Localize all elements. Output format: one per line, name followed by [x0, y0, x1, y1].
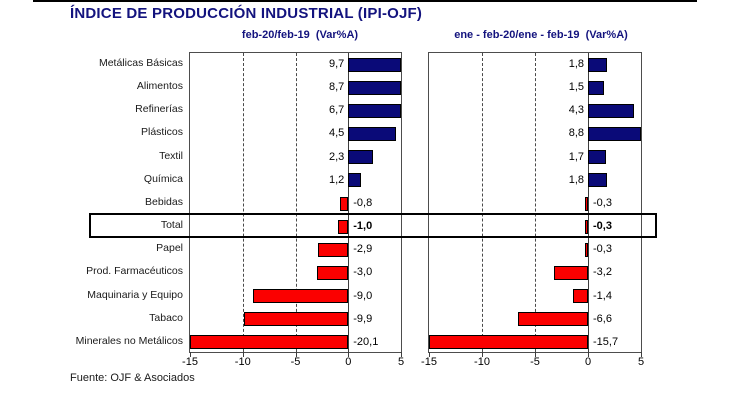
value-label-plasticos: 4,5: [328, 127, 345, 140]
bar-minerales-no-metalicos: [429, 335, 588, 350]
bar-bebidas: [584, 196, 588, 211]
category-label-plasticos: Plásticos: [140, 126, 183, 139]
x-tick-label-right--15: -15: [421, 356, 437, 368]
bar-bebidas: [339, 196, 349, 211]
value-label-papel: -0,3: [593, 243, 612, 256]
category-label-total: Total: [160, 219, 183, 232]
bar-papel: [584, 242, 588, 257]
x-tick-mark-right--10: [482, 352, 483, 357]
bar-alimentos: [348, 80, 401, 95]
value-label-tabaco: -9,9: [353, 312, 373, 325]
value-label-bebidas: -0,3: [593, 196, 612, 209]
value-label-plasticos: 8,8: [568, 127, 584, 140]
x-tick-mark-right-5: [641, 352, 642, 357]
x-tick-label-left--10: -10: [234, 356, 251, 368]
category-label-maquinaria-y-equipo: Maquinaria y Equipo: [87, 288, 183, 301]
x-tick-label-left-0: 0: [345, 356, 352, 368]
bar-quimica: [348, 173, 361, 188]
page-title: ÍNDICE DE PRODUCCIÓN INDUSTRIAL (IPI-OJF…: [70, 5, 423, 22]
bar-papel: [317, 242, 349, 257]
zero-axis-line: [348, 53, 350, 352]
value-label-textil: 2,3: [328, 150, 345, 163]
bar-maquinaria-y-equipo: [253, 289, 349, 304]
x-tick-mark-left--5: [295, 352, 297, 357]
x-tick-label-left--5: -5: [290, 356, 301, 368]
value-label-quimica: 1,2: [328, 173, 345, 186]
value-label-quimica: 1,8: [568, 173, 584, 186]
value-label-prod-farmaceuticos: -3,0: [353, 266, 373, 279]
gridline--10: [242, 53, 244, 352]
bar-plot-left: 9,7 8,7 6,7 4,5 2,3 1,2 -0,8 -1,0 -2,9 -3,0 -9,0 -9…: [189, 52, 402, 353]
x-tick-mark-left--10: [242, 352, 244, 357]
value-label-maquinaria-y-equipo: -1,4: [593, 289, 612, 302]
category-label-tabaco: Tabaco: [149, 311, 183, 324]
bar-maquinaria-y-equipo: [573, 289, 588, 304]
bar-quimica: [588, 173, 608, 188]
category-label-papel: Papel: [156, 242, 183, 255]
bar-prod-farmaceuticos: [554, 265, 588, 280]
category-label-bebidas: Bebidas: [145, 195, 183, 208]
bar-plasticos: [348, 127, 396, 142]
bar-total: [337, 219, 349, 234]
value-label-minerales-no-metalicos: -15,7: [593, 335, 619, 348]
category-label-metalicas-basicas: Metálicas Básicas: [98, 57, 183, 69]
gridline--10: [482, 53, 483, 352]
gridline--5: [295, 53, 297, 352]
bar-tabaco: [518, 312, 588, 327]
x-tick-mark-right--15: [429, 352, 430, 357]
x-tick-label-left-5: 5: [397, 356, 405, 368]
value-label-total: -0,3: [593, 220, 612, 233]
value-label-alimentos: 1,5: [568, 81, 584, 94]
bar-total: [584, 219, 588, 234]
bar-metalicas-basicas: [588, 57, 608, 72]
category-label-refinerias: Refinerías: [135, 103, 183, 116]
category-label-alimentos: Alimentos: [136, 80, 183, 93]
bar-plasticos: [588, 127, 641, 142]
category-label-minerales-no-metalicos: Minerales no Metálicos: [75, 334, 183, 347]
bar-plot-right: 1,8 1,5 4,3 8,8 1,7 1,8 -0,3 -0,3 -0,3 -3,2 -1,4 -6…: [428, 52, 642, 353]
category-label-prod-farmaceuticos: Prod. Farmacéuticos: [86, 265, 183, 278]
value-label-maquinaria-y-equipo: -9,0: [353, 289, 373, 302]
category-label-quimica: Química: [143, 172, 183, 185]
x-tick-mark-right--5: [535, 352, 536, 357]
top-border-line: [33, 0, 697, 2]
x-tick-mark-left-0: [348, 352, 350, 357]
value-label-metalicas-basicas: 1,8: [568, 58, 584, 70]
category-label-textil: Textil: [159, 149, 183, 162]
value-label-minerales-no-metalicos: -20,1: [353, 335, 379, 348]
value-label-textil: 1,7: [568, 150, 584, 163]
value-label-tabaco: -6,6: [593, 312, 612, 325]
bar-textil: [348, 150, 373, 165]
bar-textil: [588, 150, 607, 165]
bar-refinerias: [588, 103, 634, 118]
value-label-refinerias: 4,3: [568, 104, 584, 117]
gridline--5: [535, 53, 536, 352]
value-label-alimentos: 8,7: [328, 81, 345, 94]
x-tick-mark-right-0: [588, 352, 589, 357]
bar-prod-farmaceuticos: [316, 265, 349, 280]
x-tick-mark-left--15: [190, 352, 191, 357]
x-tick-label-right--5: -5: [530, 356, 540, 368]
bar-refinerias: [348, 103, 401, 118]
value-label-total: -1,0: [353, 220, 373, 233]
x-tick-label-right--10: -10: [474, 356, 490, 368]
value-label-prod-farmaceuticos: -3,2: [593, 266, 612, 279]
source-note: Fuente: OJF & Asociados: [70, 372, 195, 384]
bar-metalicas-basicas: [348, 57, 401, 72]
value-label-metalicas-basicas: 9,7: [328, 58, 345, 70]
zero-axis-line: [588, 53, 589, 352]
value-label-refinerias: 6,7: [328, 104, 345, 117]
x-tick-label-right-5: 5: [637, 356, 645, 368]
bar-tabaco: [243, 312, 349, 327]
left-chart-subtitle: feb-20/feb-19 (Var%A): [241, 29, 359, 41]
bar-minerales-no-metalicos: [190, 335, 349, 350]
value-label-bebidas: -0,8: [353, 196, 373, 209]
value-label-papel: -2,9: [353, 243, 373, 256]
x-tick-label-left--15: -15: [182, 356, 198, 368]
right-chart-subtitle: ene - feb-20/ene - feb-19 (Var%A): [454, 29, 628, 41]
bar-alimentos: [588, 80, 604, 95]
x-tick-mark-left-5: [401, 352, 402, 357]
x-tick-label-right-0: 0: [584, 356, 592, 368]
